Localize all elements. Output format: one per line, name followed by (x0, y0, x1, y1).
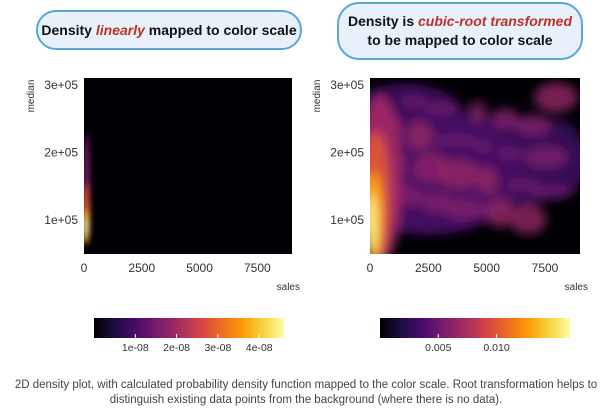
x-tick-label: 5000 (473, 261, 500, 275)
colorbar-tick-label: 4e-08 (246, 342, 273, 354)
x-tick-label: 0 (81, 261, 88, 275)
y-tick-label: 3e+05 (330, 78, 364, 92)
y-tick-label: 3e+05 (44, 78, 78, 92)
colorbar-tick-label: 0.005 (425, 342, 451, 354)
y-tick-label: 2e+05 (330, 145, 364, 159)
y-tick-label: 2e+05 (44, 145, 78, 159)
density-panel-2: median sales 1e+05 2e+05 3e+05 0 2500 5000 7500 0… (312, 78, 588, 354)
x-axis-label: sales (277, 282, 300, 293)
density-surface (82, 133, 90, 245)
x-tick-label: 2500 (128, 261, 155, 275)
x-tick-label: 2500 (415, 261, 442, 275)
x-tick-label: 0 (367, 261, 374, 275)
colorbar-tick-label: 1e-08 (122, 342, 149, 354)
x-tick-label: 7500 (244, 261, 271, 275)
density-panel-1: median sales 1e+05 2e+05 3e+05 0 2500 5000 7500 1… (26, 78, 300, 354)
figure-caption: 2D density plot, with calculated probabi… (0, 378, 612, 408)
x-tick-label: 5000 (186, 261, 213, 275)
colorbar (380, 318, 570, 338)
colorbar-tick-label: 2e-08 (163, 342, 190, 354)
x-tick-label: 7500 (532, 261, 559, 275)
colorbar-tick-label: 3e-08 (204, 342, 231, 354)
y-axis-label: median (312, 80, 323, 113)
y-axis-label: median (26, 80, 37, 113)
x-axis-label: sales (565, 282, 588, 293)
colorbar (94, 318, 284, 338)
colorbar-tick-label: 0.010 (483, 342, 509, 354)
y-tick-label: 1e+05 (44, 213, 78, 227)
plot-area (84, 78, 292, 254)
y-tick-label: 1e+05 (330, 213, 364, 227)
